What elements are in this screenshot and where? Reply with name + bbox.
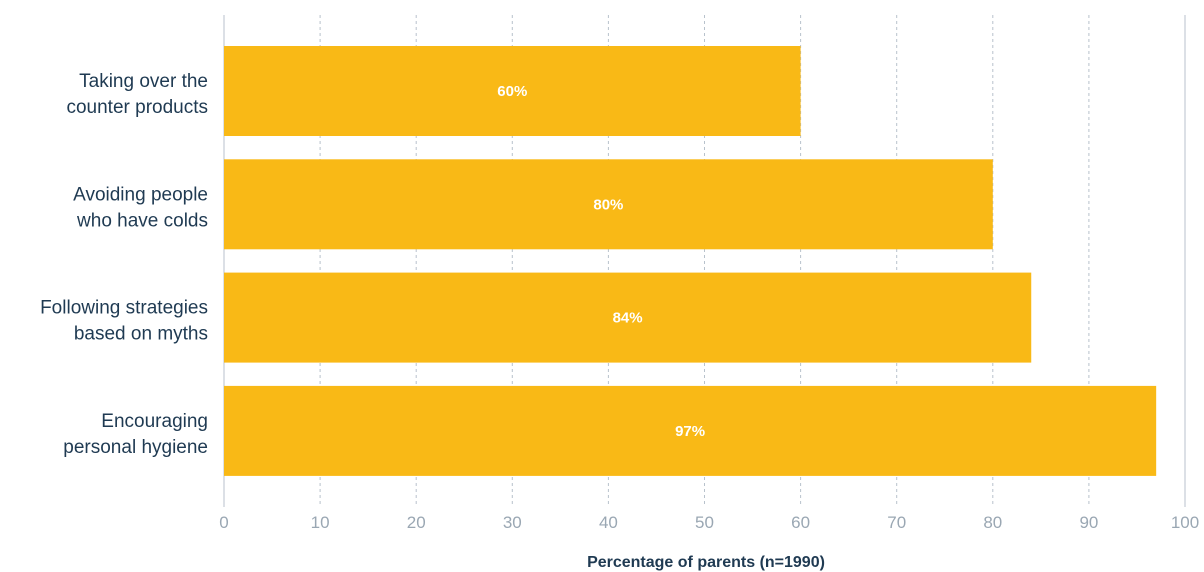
bar-data-label: 97% (675, 423, 705, 440)
x-tick-label: 0 (219, 513, 228, 532)
x-tick-label: 90 (1079, 513, 1098, 532)
bar-data-label: 60% (497, 83, 527, 100)
x-tick-label: 40 (599, 513, 618, 532)
bar-data-label: 80% (593, 196, 623, 213)
category-labels: Taking over the counter products Avoiding … (40, 71, 208, 458)
x-tick-label: 60 (791, 513, 810, 532)
bar (224, 272, 1032, 363)
x-tick-label: 20 (407, 513, 426, 532)
category-label: Encouraging personal hygiene (63, 411, 208, 458)
x-tick-label: 80 (983, 513, 1002, 532)
x-tick-labels: 0 10 20 30 40 50 60 70 80 90 100 (219, 513, 1199, 532)
x-tick-label: 100 (1171, 513, 1199, 532)
category-label: Avoiding people who have colds (73, 184, 208, 231)
bars: 60% 80% 84% 97% (224, 46, 1157, 476)
bar-data-label: 84% (613, 310, 643, 327)
x-tick-label: 10 (311, 513, 330, 532)
x-tick-label: 30 (503, 513, 522, 532)
bar (224, 46, 801, 136)
x-tick-label: 50 (695, 513, 714, 532)
x-tick-label: 70 (887, 513, 906, 532)
bar (224, 385, 1157, 476)
x-axis-title: Percentage of parents (n=1990) (587, 554, 825, 571)
bar (224, 159, 993, 250)
category-label: Following strategies based on myths (40, 298, 208, 345)
category-label: Taking over the counter products (66, 71, 208, 118)
